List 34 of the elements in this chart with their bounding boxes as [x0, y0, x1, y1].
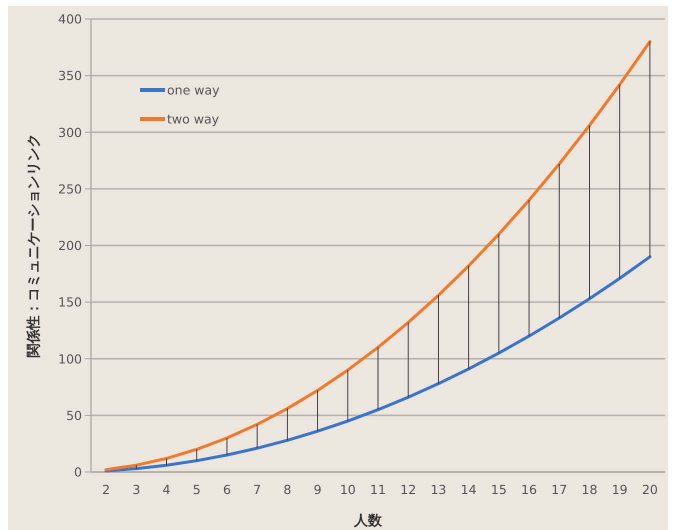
x-tick-label: 14	[460, 482, 477, 497]
line-series	[104, 255, 652, 472]
x-tick-label: 9	[314, 482, 322, 497]
y-tick-label: 100	[58, 351, 82, 366]
y-axis-title: 関係性：コミュニケーションリンク	[26, 134, 42, 358]
x-tick-label: 15	[490, 482, 507, 497]
x-tick-label: 17	[551, 482, 568, 497]
x-tick-label: 8	[283, 482, 292, 497]
x-tick-label: 3	[132, 482, 140, 497]
line-series	[104, 40, 652, 472]
x-tick-label: 11	[370, 482, 386, 497]
x-tick-label: 10	[340, 482, 356, 497]
y-tick-label: 350	[58, 68, 82, 84]
y-tick-label: 250	[58, 181, 82, 196]
x-tick-label: 6	[222, 482, 231, 497]
legend-label: one way	[167, 82, 220, 98]
x-tick-label: 20	[642, 482, 658, 497]
x-tick-label: 19	[612, 482, 628, 497]
y-tick-label: 300	[58, 124, 82, 140]
x-tick-label: 16	[521, 482, 538, 497]
x-tick-label: 12	[400, 482, 416, 497]
x-tick-label: 2	[102, 482, 110, 497]
y-tick-label: 200	[58, 238, 82, 253]
x-tick-label: 18	[582, 482, 598, 497]
x-tick-label: 4	[162, 482, 171, 497]
x-tick-label: 13	[430, 482, 446, 497]
y-tick-label: 50	[66, 408, 82, 423]
x-axis-title: 人数	[353, 513, 383, 529]
legend-label: two way	[167, 112, 220, 126]
x-tick-label: 5	[192, 482, 201, 497]
x-tick-label: 7	[253, 482, 262, 497]
y-tick-label: 0	[74, 464, 82, 480]
y-tick-label: 400	[58, 12, 82, 26]
y-tick-label: 150	[58, 294, 82, 310]
